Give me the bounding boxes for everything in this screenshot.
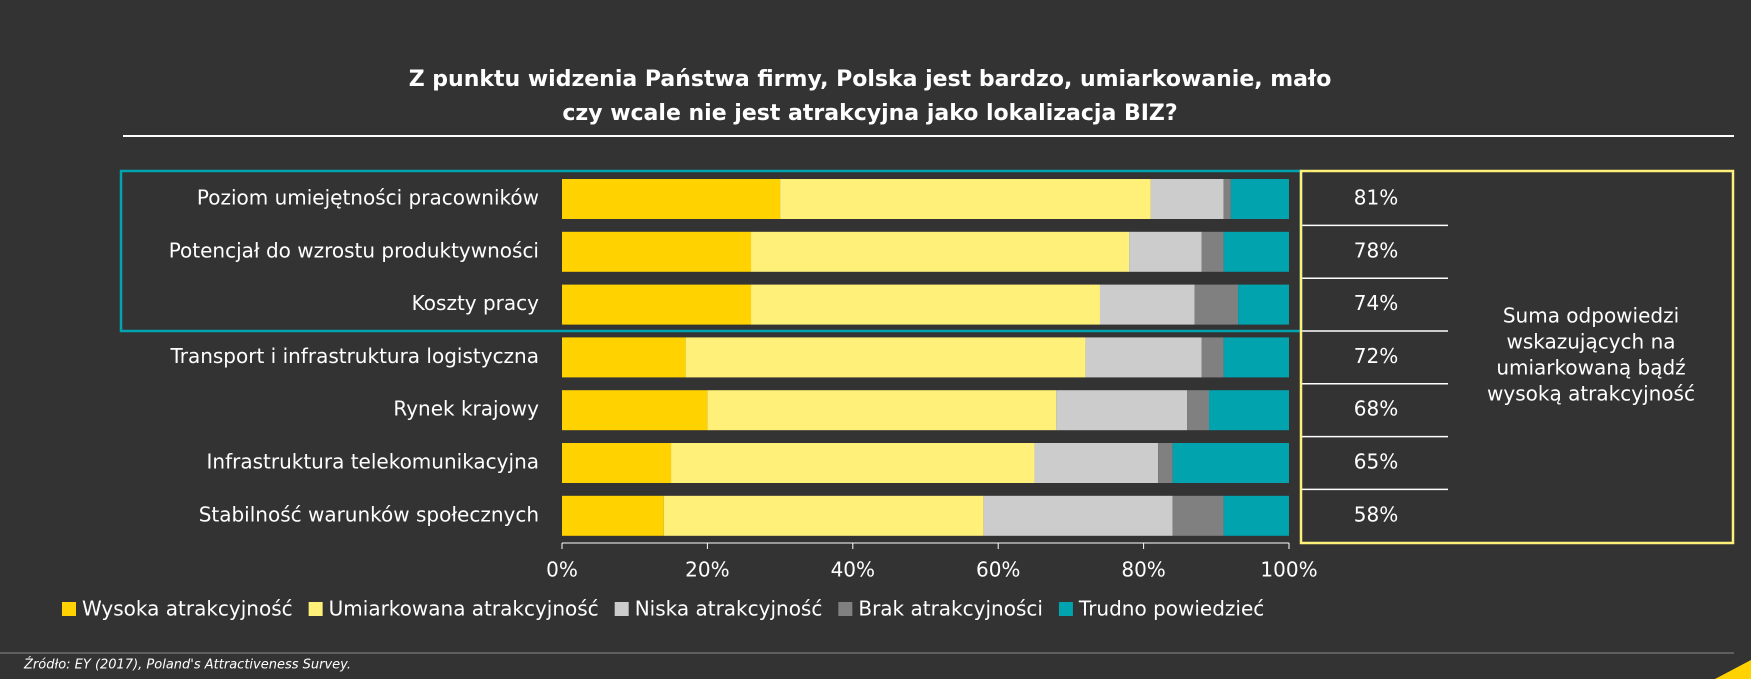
totals-note: umiarkowaną bądź [1496, 356, 1685, 380]
bar-segment [1223, 179, 1231, 219]
bar-segment [983, 495, 1173, 536]
x-tick-label: 60% [976, 558, 1020, 582]
totals-note: Suma odpowiedzi [1503, 304, 1679, 328]
bar-segment [1223, 337, 1289, 378]
source: Źródło: EY (2017), Poland's Attractivene… [23, 657, 351, 673]
bar-segment [1056, 390, 1188, 431]
bar-segment [1085, 337, 1202, 378]
totals-note: wysoką atrakcyjność [1487, 382, 1695, 406]
bar-segment [1150, 179, 1224, 219]
bar-segment [751, 231, 1130, 272]
category-label: Stabilność warunków społecznych [199, 502, 539, 526]
total-label: 58% [1354, 502, 1398, 526]
total-label: 65% [1354, 450, 1398, 474]
total-label: 81% [1354, 186, 1398, 210]
legend-swatch [838, 602, 853, 616]
bar-segment [780, 179, 1151, 219]
bar-segment [562, 390, 708, 431]
bar-segment [562, 337, 686, 378]
chart-title: Z punktu widzenia Państwa firmy, Polska … [409, 67, 1332, 92]
legend-label: Niska atrakcyjność [635, 597, 823, 621]
bar-segment [1034, 443, 1159, 483]
bar-segment [1158, 443, 1173, 483]
bar-segment [562, 179, 781, 219]
category-label: Koszty pracy [412, 291, 539, 315]
category-label: Poziom umiejętności pracowników [197, 186, 539, 210]
total-label: 68% [1354, 397, 1398, 421]
bar-segment [1187, 390, 1210, 431]
bar-segment [1099, 284, 1195, 325]
chart-title: czy wcale nie jest atrakcyjna jako lokal… [562, 101, 1177, 126]
x-tick-label: 40% [831, 558, 875, 582]
bar-segment [1223, 231, 1289, 272]
x-tick-label: 100% [1260, 558, 1317, 582]
bar-segment [1194, 284, 1239, 325]
bar-segment [1201, 231, 1224, 272]
legend-label: Trudno powiedzieć [1078, 597, 1264, 621]
legend-label: Umiarkowana atrakcyjność [329, 597, 599, 621]
bar-segment [1223, 495, 1289, 536]
bar-segment [751, 284, 1100, 325]
totals-note: wskazujących na [1506, 330, 1675, 354]
category-label: Potencjał do wzrostu produktywności [169, 238, 539, 262]
category-label: Rynek krajowy [393, 397, 539, 421]
total-label: 74% [1354, 291, 1398, 315]
legend-label: Brak atrakcyjności [858, 597, 1043, 621]
legend-swatch [1058, 602, 1073, 616]
bar-segment [1201, 337, 1224, 378]
x-tick-label: 20% [685, 558, 729, 582]
x-tick-label: 80% [1121, 558, 1165, 582]
bar-segment [1230, 179, 1289, 219]
legend-swatch [614, 602, 629, 616]
bar-segment [1172, 495, 1224, 536]
bar-segment [1172, 443, 1289, 483]
logo-mark [1715, 660, 1751, 679]
bar-segment [562, 443, 672, 483]
legend-swatch [308, 602, 323, 616]
total-label: 72% [1354, 344, 1398, 368]
bar-segment [685, 337, 1086, 378]
legend-swatch [62, 602, 76, 616]
bar-segment [562, 284, 752, 325]
total-label: 78% [1354, 238, 1398, 262]
bar-segment [707, 390, 1057, 431]
category-label: Infrastruktura telekomunikacyjna [207, 450, 540, 474]
category-label: Transport i infrastruktura logistyczna [169, 344, 539, 368]
bar-segment [1238, 284, 1289, 325]
bar-segment [562, 495, 664, 536]
x-tick-label: 0% [546, 558, 578, 582]
bar-segment [1209, 390, 1289, 431]
totals-box [1299, 169, 1735, 545]
bar-segment [562, 231, 752, 272]
legend-label: Wysoka atrakcyjność [82, 597, 293, 621]
bar-segment [671, 443, 1035, 483]
bar-segment [1129, 231, 1202, 272]
bar-segment [663, 495, 984, 536]
